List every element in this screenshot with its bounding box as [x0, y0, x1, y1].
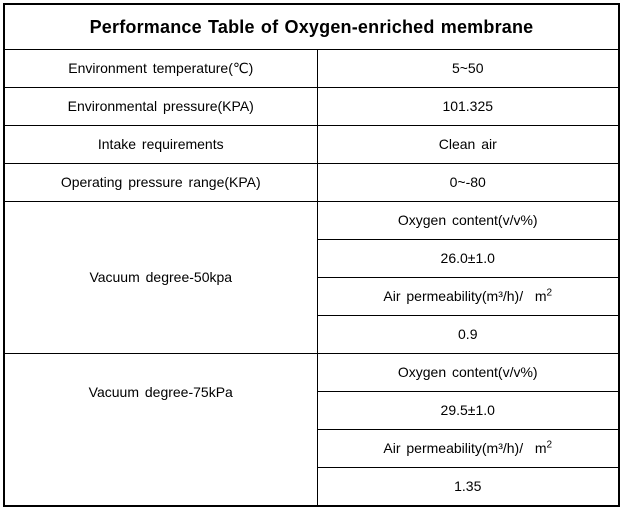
table-row: Intake requirements Clean air [3, 125, 620, 164]
table-row: Operating pressure range(KPA) 0~-80 [3, 163, 620, 202]
row-value-environment-temperature: 5~50 [316, 49, 620, 88]
group-value-oxygen-content-header-75kpa: Oxygen content(v/v%) [316, 353, 620, 392]
group-label-vacuum-75kpa: Vacuum degree-75kPa [3, 353, 318, 507]
row-value-environmental-pressure: 101.325 [316, 87, 620, 126]
group-value-oxygen-content-50kpa: 26.0±1.0 [316, 239, 620, 278]
table-row: 26.0±1.0 [4, 239, 620, 278]
air-permeability-superscript: 2 [546, 287, 553, 299]
table-row: Vacuum degree-50kpa Oxygen content(v/v%) [3, 201, 620, 354]
group-value-oxygen-content-75kpa: 29.5±1.0 [316, 391, 620, 430]
row-label-environmental-pressure: Environmental pressure(KPA) [3, 87, 318, 126]
group-value-air-permeability-50kpa: 0.9 [316, 315, 620, 354]
group-value-oxygen-content-header-50kpa: Oxygen content(v/v%) [316, 201, 620, 240]
row-value-intake-requirements: Clean air [316, 125, 620, 164]
table-title: Performance Table of Oxygen-enriched mem… [3, 3, 620, 50]
table-row: 1.35 [4, 467, 620, 507]
table-row: Vacuum degree-75kPa Oxygen content(v/v%) [3, 353, 620, 507]
air-permeability-text: Air permeability(m³/h)/ m [383, 440, 547, 456]
air-permeability-text: Air permeability(m³/h)/ m [383, 288, 547, 304]
performance-table: Performance Table of Oxygen-enriched mem… [3, 3, 620, 507]
air-permeability-superscript: 2 [546, 439, 553, 451]
row-label-environment-temperature: Environment temperature(℃) [3, 49, 318, 88]
table-row: Air permeability(m³/h)/ m2 [4, 277, 620, 316]
group-value-air-permeability-75kpa: 1.35 [316, 467, 620, 507]
group-value-air-permeability-header-50kpa: Air permeability(m³/h)/ m2 [316, 277, 620, 316]
group-label-vacuum-50kpa: Vacuum degree-50kpa [3, 201, 318, 354]
table-row: Environmental pressure(KPA) 101.325 [3, 87, 620, 126]
table-row: 0.9 [4, 315, 620, 354]
table-row: Air permeability(m³/h)/ m2 [4, 429, 620, 468]
table-row: Environment temperature(℃) 5~50 [3, 49, 620, 88]
row-label-intake-requirements: Intake requirements [3, 125, 318, 164]
row-label-operating-pressure-range: Operating pressure range(KPA) [3, 163, 318, 202]
group-value-air-permeability-header-75kpa: Air permeability(m³/h)/ m2 [316, 429, 620, 468]
row-value-operating-pressure-range: 0~-80 [316, 163, 620, 202]
table-title-row: Performance Table of Oxygen-enriched mem… [3, 3, 620, 50]
